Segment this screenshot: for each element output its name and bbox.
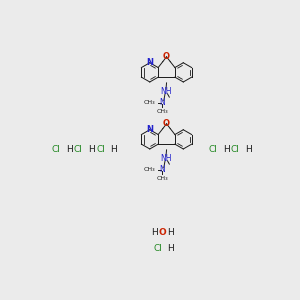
Text: H: H bbox=[110, 145, 117, 154]
Text: H: H bbox=[151, 228, 158, 237]
Text: Cl: Cl bbox=[153, 244, 162, 253]
Text: H: H bbox=[167, 228, 174, 237]
Text: CH₃: CH₃ bbox=[156, 109, 168, 114]
Text: O: O bbox=[163, 119, 170, 128]
Text: NH: NH bbox=[160, 87, 171, 96]
Text: O: O bbox=[163, 52, 170, 61]
Text: H: H bbox=[223, 145, 230, 154]
Text: N: N bbox=[146, 58, 153, 67]
Text: H: H bbox=[167, 244, 174, 253]
Text: Cl: Cl bbox=[52, 145, 61, 154]
Text: Cl: Cl bbox=[74, 145, 83, 154]
Text: N: N bbox=[146, 125, 153, 134]
Text: H: H bbox=[66, 145, 73, 154]
Text: H: H bbox=[88, 145, 95, 154]
Text: O: O bbox=[159, 228, 167, 237]
Text: CH₃: CH₃ bbox=[156, 176, 168, 181]
Text: H: H bbox=[245, 145, 252, 154]
Text: CH₃: CH₃ bbox=[144, 100, 156, 105]
Text: Cl: Cl bbox=[231, 145, 240, 154]
Text: N: N bbox=[159, 165, 165, 174]
Text: Cl: Cl bbox=[209, 145, 218, 154]
Text: NH: NH bbox=[160, 154, 171, 163]
Text: N: N bbox=[159, 98, 165, 107]
Text: CH₃: CH₃ bbox=[144, 167, 156, 172]
Text: Cl: Cl bbox=[96, 145, 105, 154]
